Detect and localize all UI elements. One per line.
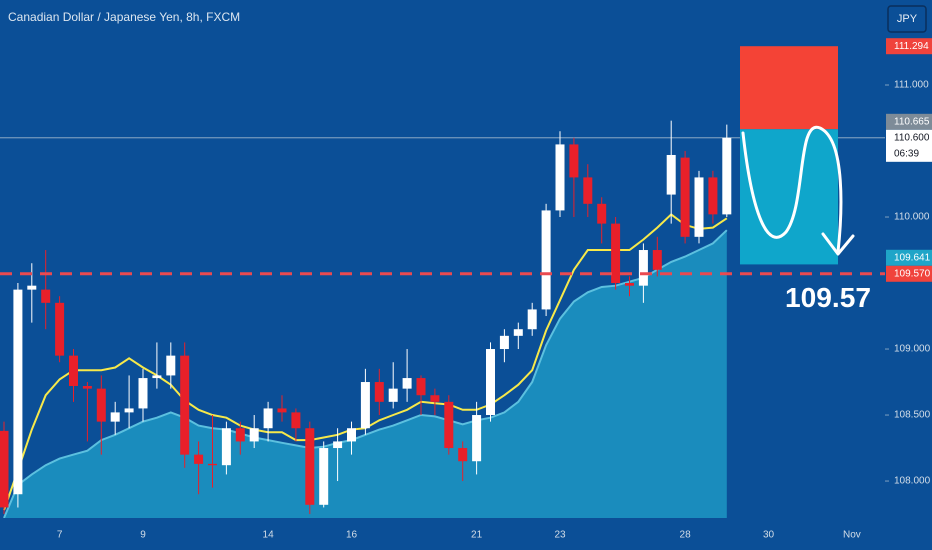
price-label: 110.600	[894, 132, 930, 143]
y-tick-label: 109.000	[894, 344, 931, 355]
overlay: 109.57 108.000 108.500 109.000 110.000 111.00…	[57, 38, 932, 541]
candle-body	[680, 157, 690, 237]
x-tick-label: 23	[554, 530, 566, 541]
x-tick-label: Nov	[843, 530, 861, 541]
candle-body	[69, 355, 78, 386]
candle-body	[625, 283, 634, 286]
candle-body	[360, 382, 370, 429]
y-tick-label: 110.000	[894, 212, 930, 223]
candle-body	[124, 408, 134, 413]
candle-body	[110, 412, 120, 422]
x-tick-label: 14	[263, 530, 275, 541]
price-label: 110.665	[894, 116, 930, 127]
price-label-box	[886, 129, 932, 162]
candle-body	[82, 385, 92, 389]
plot-area	[0, 120, 885, 518]
candle-body	[486, 349, 495, 416]
stop-zone	[740, 46, 838, 130]
y-tick-label: 108.000	[894, 476, 931, 487]
candle-body	[513, 329, 523, 336]
candle-body	[569, 144, 579, 178]
candle-body	[13, 289, 23, 495]
candle-body	[291, 412, 301, 429]
candle-body	[263, 408, 273, 429]
price-label-box	[886, 38, 932, 55]
candle-body	[402, 378, 412, 389]
candle-body	[41, 289, 51, 303]
candle-body	[0, 430, 9, 508]
candle-body	[96, 388, 106, 422]
price-label-box	[886, 249, 932, 266]
candle-body	[388, 388, 398, 402]
candle-body	[27, 285, 37, 290]
candle-body	[611, 223, 621, 284]
price-label-box	[886, 113, 932, 130]
currency-button-label[interactable]: JPY	[897, 13, 918, 25]
candle-body	[416, 378, 426, 396]
candle-body	[472, 415, 482, 462]
candle-body	[235, 428, 245, 442]
candle-body	[347, 428, 356, 442]
drawn-arrowhead	[821, 232, 855, 256]
candle-body	[499, 335, 509, 350]
price-label: 109.570	[894, 268, 931, 279]
currency-button[interactable]	[887, 5, 927, 33]
candle-body	[430, 395, 440, 402]
price-label: 111.294	[894, 41, 929, 52]
candle-body	[374, 382, 384, 402]
candle-body	[555, 144, 565, 211]
candle-body	[221, 428, 231, 466]
candle-body	[541, 210, 551, 310]
candle-body	[249, 428, 259, 442]
level-annotation: 109.57	[785, 282, 871, 313]
candle-body	[722, 137, 732, 215]
price-label: 109.641	[894, 252, 931, 263]
candle-body	[708, 177, 718, 215]
candle-body	[458, 448, 468, 462]
candle-body	[527, 309, 537, 330]
x-tick-label: 16	[346, 530, 358, 541]
target-zone	[740, 129, 838, 265]
candle-body	[694, 177, 704, 237]
x-tick-label: 7	[57, 530, 63, 541]
y-tick-label: 108.500	[894, 410, 931, 421]
candle-body	[138, 378, 148, 409]
chart-title: Canadian Dollar / Japanese Yen, 8h, FXCM	[8, 10, 240, 24]
candle-body	[666, 154, 676, 195]
candle-body	[152, 375, 162, 379]
candle-body	[638, 250, 648, 286]
candle-body	[319, 448, 329, 505]
drawn-arrow	[741, 125, 843, 254]
candle-body	[444, 401, 454, 449]
countdown: 06:39	[894, 148, 919, 159]
x-tick-label: 28	[680, 530, 692, 541]
y-tick-label: 111.000	[894, 80, 929, 91]
candle-body	[194, 454, 204, 464]
price-label-box	[886, 265, 932, 282]
x-tick-label: 30	[763, 530, 775, 541]
candle-body	[180, 355, 190, 455]
x-tick-label: 9	[140, 530, 146, 541]
candle-body	[55, 302, 65, 356]
candle-body	[583, 177, 593, 204]
candle-body	[652, 250, 662, 270]
candle-body	[597, 203, 607, 224]
x-tick-label: 21	[471, 530, 483, 541]
candle-body	[305, 428, 315, 505]
candle-body	[277, 408, 287, 413]
candle-body	[166, 355, 176, 376]
candle-body	[333, 441, 343, 449]
candle-body	[208, 463, 217, 466]
